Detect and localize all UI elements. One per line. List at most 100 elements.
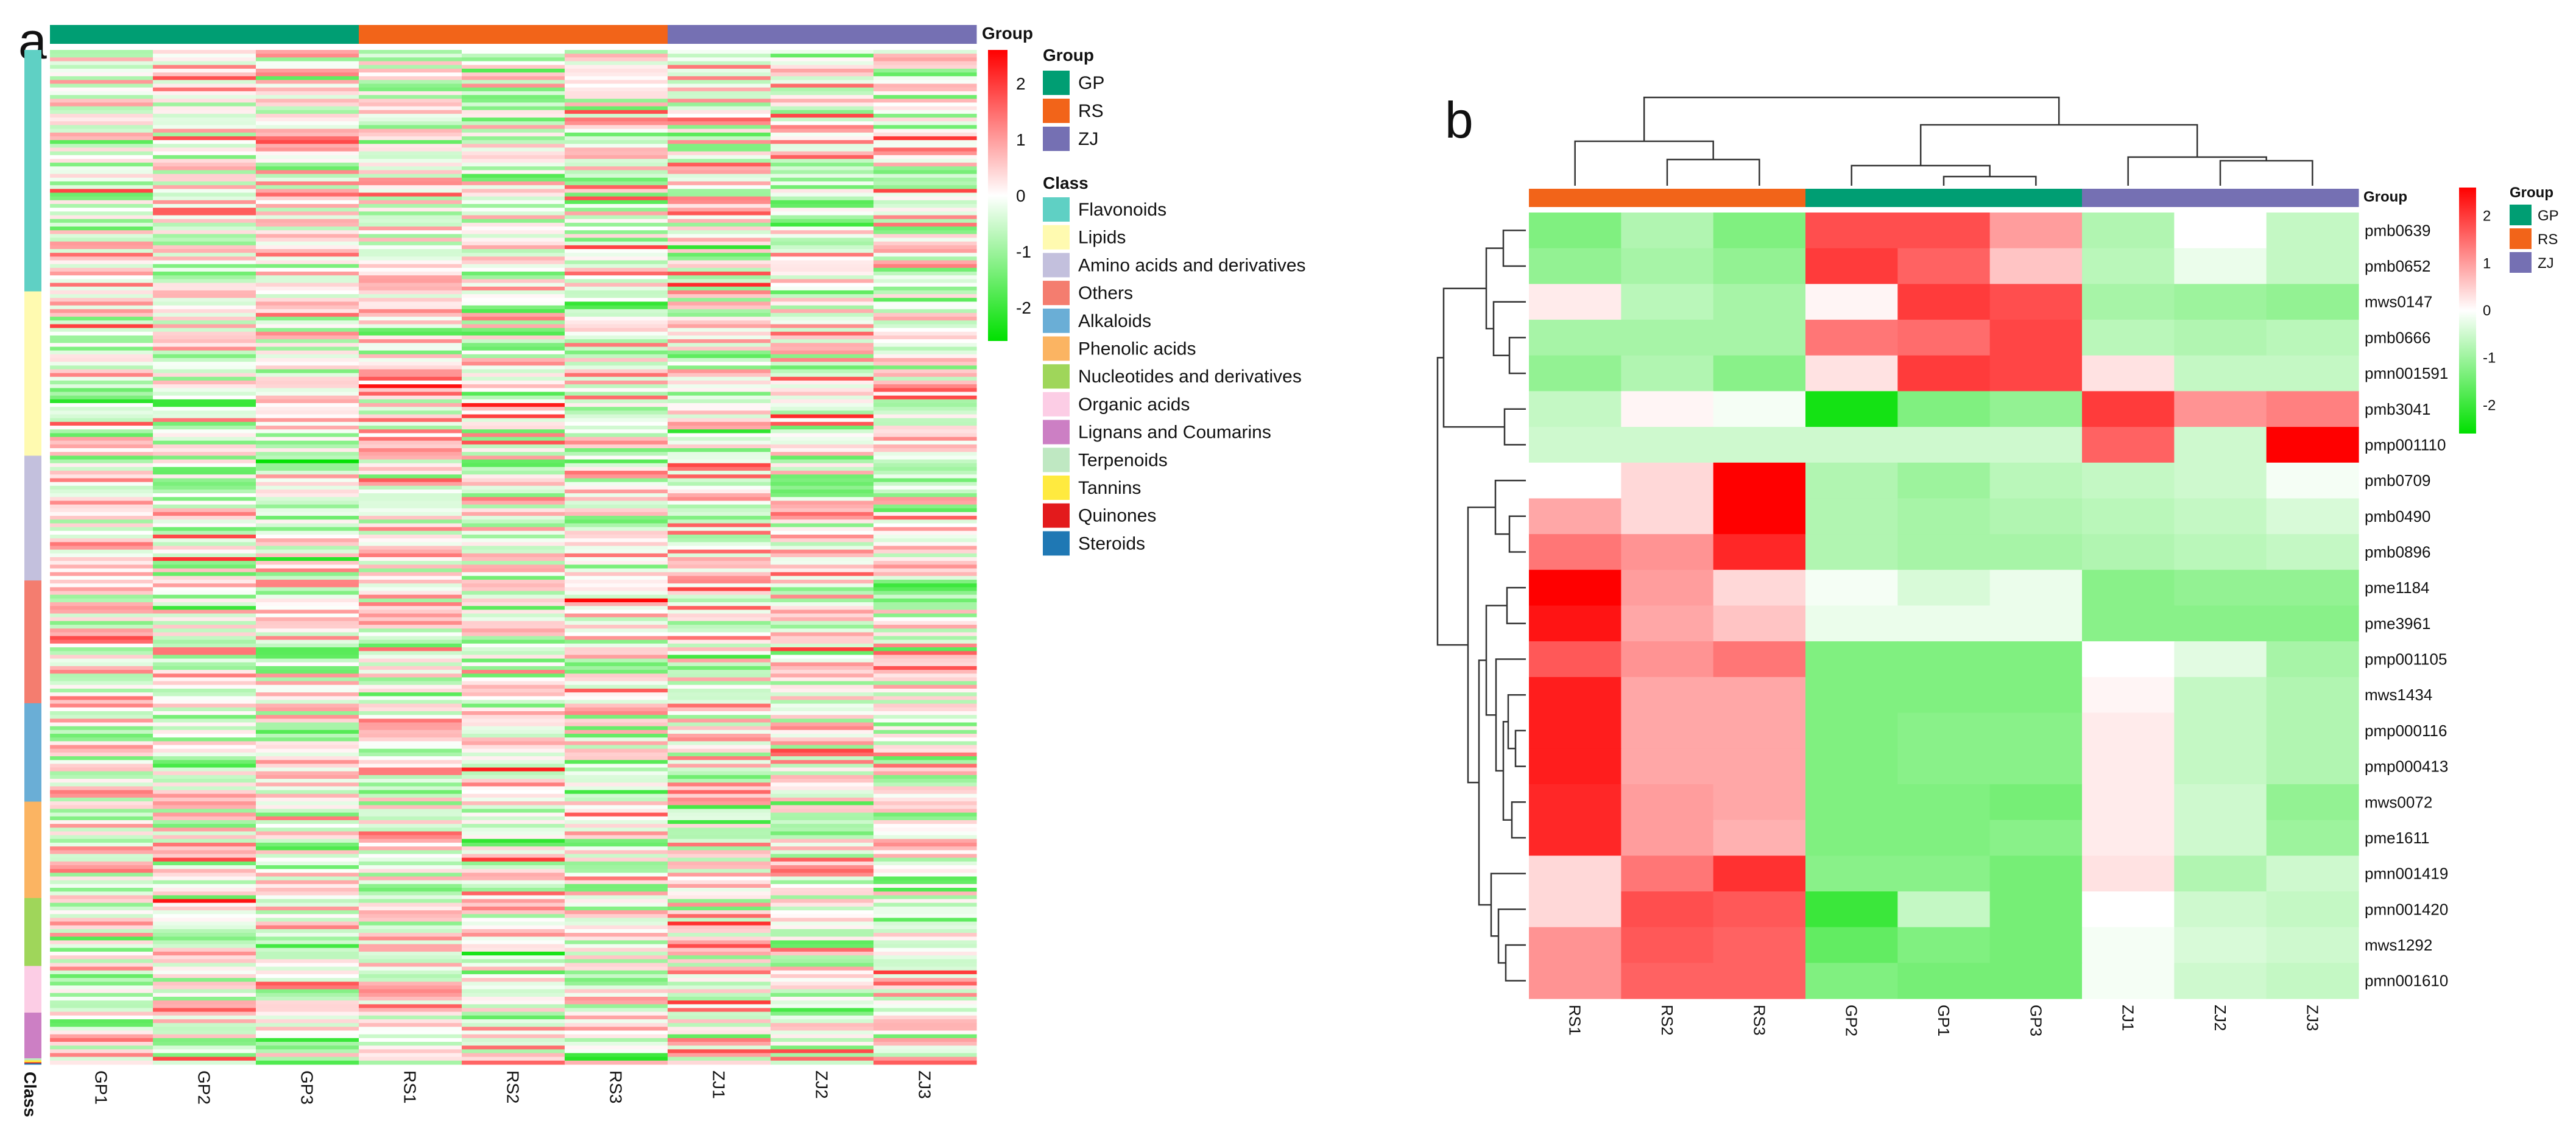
panel-a-cell [873, 227, 977, 231]
panel-a-cell [50, 1038, 154, 1042]
panel-b-scale-tick-label: 0 [2483, 303, 2491, 319]
panel-a-cell [50, 996, 154, 1001]
panel-a-cell [50, 350, 154, 355]
panel-a-cell [359, 523, 462, 528]
panel-a-cell [565, 681, 668, 686]
panel-a-cell [462, 745, 565, 750]
panel-a-cell [256, 940, 359, 945]
panel-a-cell [771, 801, 874, 806]
panel-a-cell [873, 339, 977, 343]
panel-a-cell [565, 734, 668, 738]
panel-a-cell [462, 752, 565, 757]
panel-a-cell [50, 1041, 154, 1046]
panel-a-cell [50, 290, 154, 295]
panel-b-cell [1805, 355, 1898, 392]
panel-a-cell [668, 1023, 771, 1027]
panel-a-cell [50, 617, 154, 622]
panel-b-cell [2082, 748, 2175, 785]
panel-a-cell [256, 639, 359, 644]
panel-a-cell [359, 658, 462, 663]
panel-a-cell [771, 343, 874, 348]
panel-a-cell [668, 1027, 771, 1031]
panel-a-cell [565, 610, 668, 614]
panel-a-cell [565, 54, 668, 58]
panel-a-cell [256, 110, 359, 114]
panel-b-cell [1989, 498, 2083, 535]
panel-a-cell [565, 940, 668, 945]
panel-a-cell [668, 283, 771, 287]
panel-a-cell [462, 1053, 565, 1058]
panel-b-cell [1621, 712, 1714, 749]
panel-a-cell [771, 793, 874, 798]
panel-a-cell [565, 572, 668, 577]
panel-a-column-label: RS3 [607, 1070, 626, 1103]
panel-a-cell [873, 362, 977, 366]
panel-a-cell [153, 87, 256, 92]
panel-a-cell [50, 110, 154, 114]
panel-a-cell [153, 553, 256, 558]
panel-a-cell [50, 831, 154, 836]
panel-a-cell [256, 414, 359, 419]
panel-a-cell [771, 726, 874, 731]
panel-a-cell [873, 320, 977, 325]
panel-b-group-bar-cell [1989, 189, 2083, 207]
panel-a-cell [256, 132, 359, 137]
panel-a-cell [873, 921, 977, 926]
panel-a-cell [256, 729, 359, 734]
panel-a-cell [462, 933, 565, 937]
panel-a-group-bar-cell [462, 25, 565, 44]
panel-a-cell [873, 745, 977, 750]
panel-a-cell [153, 850, 256, 855]
panel-a-cell [565, 362, 668, 366]
panel-a-cell [359, 54, 462, 58]
panel-a-cell [359, 947, 462, 952]
panel-a-cell [771, 572, 874, 577]
panel-a-cell [565, 921, 668, 926]
panel-a-cell [153, 99, 256, 103]
panel-a-cell [565, 933, 668, 937]
panel-a-cell [256, 549, 359, 554]
panel-a-cell [565, 50, 668, 54]
panel-a-cell [873, 861, 977, 866]
panel-a-cell [873, 748, 977, 753]
panel-a-cell [771, 655, 874, 659]
panel-a-cell [359, 245, 462, 250]
panel-a-cell [565, 275, 668, 279]
panel-a-cell [873, 639, 977, 644]
panel-a-cell [359, 756, 462, 761]
panel-a-cell [873, 166, 977, 171]
panel-a-cell [50, 283, 154, 287]
panel-a-cell [153, 136, 256, 141]
panel-a-cell [668, 455, 771, 460]
panel-a-cell [153, 309, 256, 314]
panel-a-cell [359, 256, 462, 261]
panel-a-column-label: GP2 [195, 1070, 214, 1105]
panel-a-cell [565, 756, 668, 761]
panel-a-cell [50, 459, 154, 464]
panel-a-cell [256, 177, 359, 182]
panel-a-cell [50, 155, 154, 160]
panel-a-cell [462, 181, 565, 186]
panel-a-cell [462, 166, 565, 171]
panel-b-cell [1713, 213, 1806, 249]
panel-a-cell [359, 831, 462, 836]
panel-a-cell [359, 189, 462, 194]
panel-a-cell [565, 151, 668, 156]
panel-a-cell [462, 542, 565, 547]
panel-b-cell [1621, 891, 1714, 928]
panel-a-cell [565, 290, 668, 295]
panel-a-cell [771, 384, 874, 388]
panel-a-cell [565, 309, 668, 314]
panel-a-cell [565, 861, 668, 866]
panel-a-cell [153, 140, 256, 144]
panel-a-cell [462, 113, 565, 118]
panel-a-cell [668, 264, 771, 269]
panel-a-cell [256, 200, 359, 205]
panel-a-cell [565, 196, 668, 201]
panel-a-cell [668, 444, 771, 449]
panel-a-cell [565, 636, 668, 641]
panel-a-group-bar-cell [771, 25, 874, 44]
panel-a-cell [771, 272, 874, 276]
panel-a-cell [359, 628, 462, 633]
panel-a-cell [771, 219, 874, 223]
